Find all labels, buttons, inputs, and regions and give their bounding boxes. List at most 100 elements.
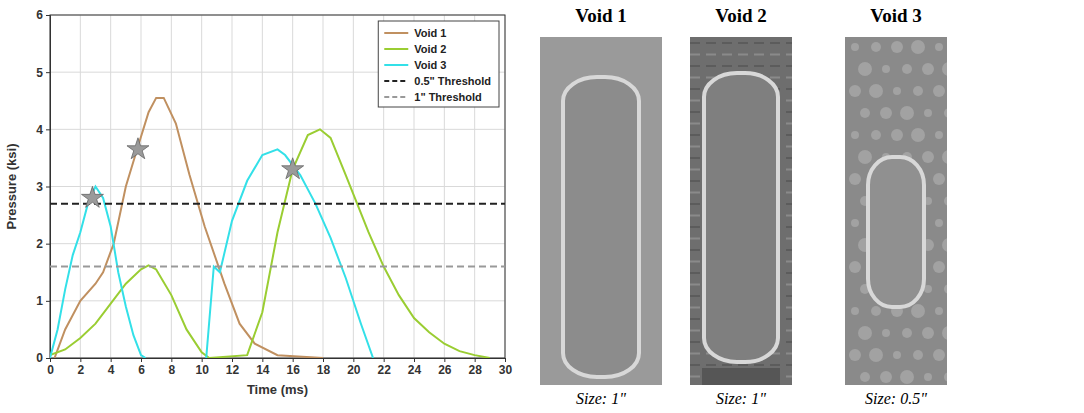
marker — [81, 186, 103, 207]
legend-swatch — [384, 48, 408, 50]
legend-swatch — [384, 32, 408, 34]
texture-bubble — [935, 43, 943, 51]
texture-bubble — [935, 219, 943, 227]
legend-label: Void 3 — [414, 59, 446, 71]
x-tick-mark — [171, 358, 172, 362]
texture-bubble — [944, 372, 947, 382]
marker — [127, 138, 149, 159]
texture-bubble — [849, 173, 861, 185]
x-tick-mark — [353, 358, 354, 362]
legend-label: Void 1 — [414, 27, 446, 39]
void-image: Void 2Size: 1" — [690, 5, 792, 407]
texture-stripe — [690, 42, 792, 44]
y-tick-mark — [46, 72, 50, 73]
x-tick-label: 30 — [499, 363, 513, 377]
x-tick-mark — [444, 358, 445, 362]
x-tick: 16 — [286, 358, 300, 377]
grid-line-y — [50, 300, 505, 301]
x-tick: 14 — [256, 358, 270, 377]
plot-marks — [50, 98, 505, 358]
y-tick: 4 — [36, 123, 50, 137]
image-background — [690, 37, 792, 385]
texture-bubble — [942, 150, 947, 164]
x-tick-label: 24 — [408, 363, 422, 377]
texture-bubble — [871, 130, 881, 140]
texture-bubble — [849, 261, 861, 273]
x-tick-mark — [323, 358, 324, 362]
texture-bubble — [911, 40, 925, 54]
x-tick: 12 — [226, 358, 240, 377]
texture-bubble — [944, 284, 947, 294]
legend-swatch — [384, 80, 408, 82]
x-tick-mark — [262, 358, 263, 362]
texture-bubble — [858, 150, 872, 164]
x-tick-label: 12 — [226, 363, 240, 377]
figure: 0246810121416182022242628300123456Time (… — [0, 0, 1084, 413]
legend: Void 1Void 2Void 30.5" Threshold1" Thres… — [378, 21, 499, 107]
x-tick-label: 20 — [347, 363, 361, 377]
x-tick-label: 14 — [256, 363, 270, 377]
x-tick: 8 — [168, 358, 175, 377]
y-tick-mark — [46, 129, 50, 130]
image-caption: Size: 1" — [716, 390, 766, 407]
texture-bubble — [942, 238, 947, 252]
texture-bubble — [942, 62, 947, 76]
texture-bubble — [893, 87, 901, 95]
x-tick: 4 — [108, 358, 115, 377]
x-tick-label: 28 — [468, 363, 482, 377]
legend-swatch — [384, 64, 408, 66]
grid-line-y — [50, 243, 505, 244]
x-tick-mark — [202, 358, 203, 362]
x-tick-label: 10 — [195, 363, 209, 377]
x-tick: 2 — [77, 358, 84, 377]
legend-label: Void 2 — [414, 43, 446, 55]
texture-bubble — [882, 329, 890, 337]
x-tick-mark — [111, 358, 112, 362]
texture-stripe — [690, 54, 792, 56]
marker — [282, 158, 304, 179]
texture-bubble — [891, 129, 903, 141]
texture-bubble — [880, 107, 892, 119]
texture-bubble — [871, 42, 881, 52]
image-background — [540, 37, 662, 385]
texture-bubble — [922, 151, 934, 163]
x-tick: 24 — [408, 358, 422, 377]
series-line — [55, 98, 323, 358]
texture-bubble — [933, 85, 945, 97]
texture-stripe — [690, 65, 792, 67]
texture-bubble — [849, 85, 861, 97]
texture-bubble — [882, 65, 890, 73]
texture-bubble — [944, 108, 947, 118]
texture-bubble — [900, 106, 914, 120]
texture-bubble — [860, 108, 870, 118]
void-outline — [868, 157, 924, 307]
y-tick-mark — [46, 244, 50, 245]
y-tick-mark — [46, 358, 50, 359]
texture-bubble — [858, 326, 872, 340]
x-tick: 10 — [195, 358, 209, 377]
image-title: Void 1 — [575, 5, 627, 26]
texture-bubble — [911, 128, 925, 142]
texture-bubble — [911, 304, 925, 318]
texture-bubble — [942, 326, 947, 340]
x-tick-label: 26 — [438, 363, 452, 377]
x-tick: 6 — [138, 358, 145, 377]
texture-stripe — [690, 364, 792, 366]
texture-bubble — [891, 41, 903, 53]
x-tick-label: 16 — [286, 363, 300, 377]
x-tick-label: 22 — [377, 363, 391, 377]
y-tick-label: 5 — [36, 66, 43, 80]
y-tick-mark — [46, 301, 50, 302]
y-tick: 6 — [36, 8, 50, 22]
x-tick-mark — [384, 358, 385, 362]
texture-bubble — [851, 131, 859, 139]
x-tick-mark — [141, 358, 142, 362]
texture-bubble — [922, 327, 934, 339]
texture-bubble — [924, 109, 932, 117]
plot-frame — [50, 15, 505, 358]
texture-bubble — [933, 349, 945, 361]
texture-bubble — [869, 84, 883, 98]
y-tick-mark — [46, 15, 50, 16]
series-line — [50, 203, 505, 205]
void-image: Void 1Size: 1" — [540, 5, 662, 407]
